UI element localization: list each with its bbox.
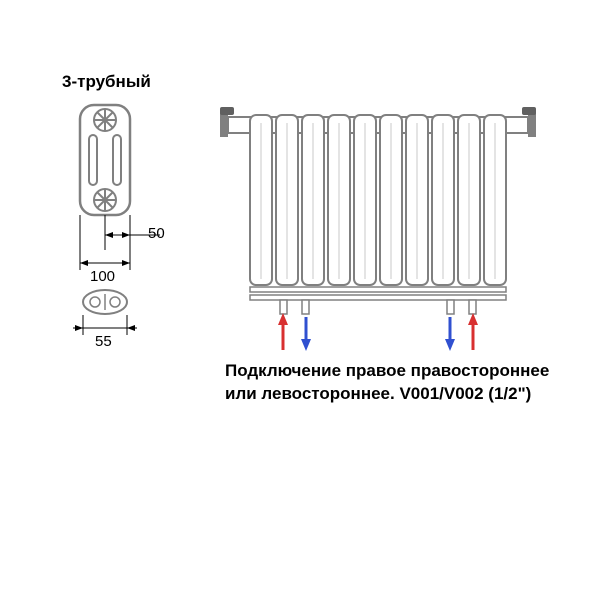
caption-line1: Подключение правое правостороннее [225,361,549,380]
dim-50: 50 [148,225,165,242]
arrow-blue-right [445,317,455,351]
section-title: 3-трубный [62,72,151,92]
caption: Подключение правое правостороннее или ле… [225,360,565,406]
arrow-red-right [468,313,478,350]
dim-55: 55 [95,333,112,350]
side-view-diagram [55,95,175,345]
radiator-diagram [220,95,560,355]
dim-100: 100 [90,268,115,285]
arrow-red-left [278,313,288,350]
arrow-blue-left [301,317,311,351]
caption-line2: или левостороннее. V001/V002 (1/2") [225,384,531,403]
